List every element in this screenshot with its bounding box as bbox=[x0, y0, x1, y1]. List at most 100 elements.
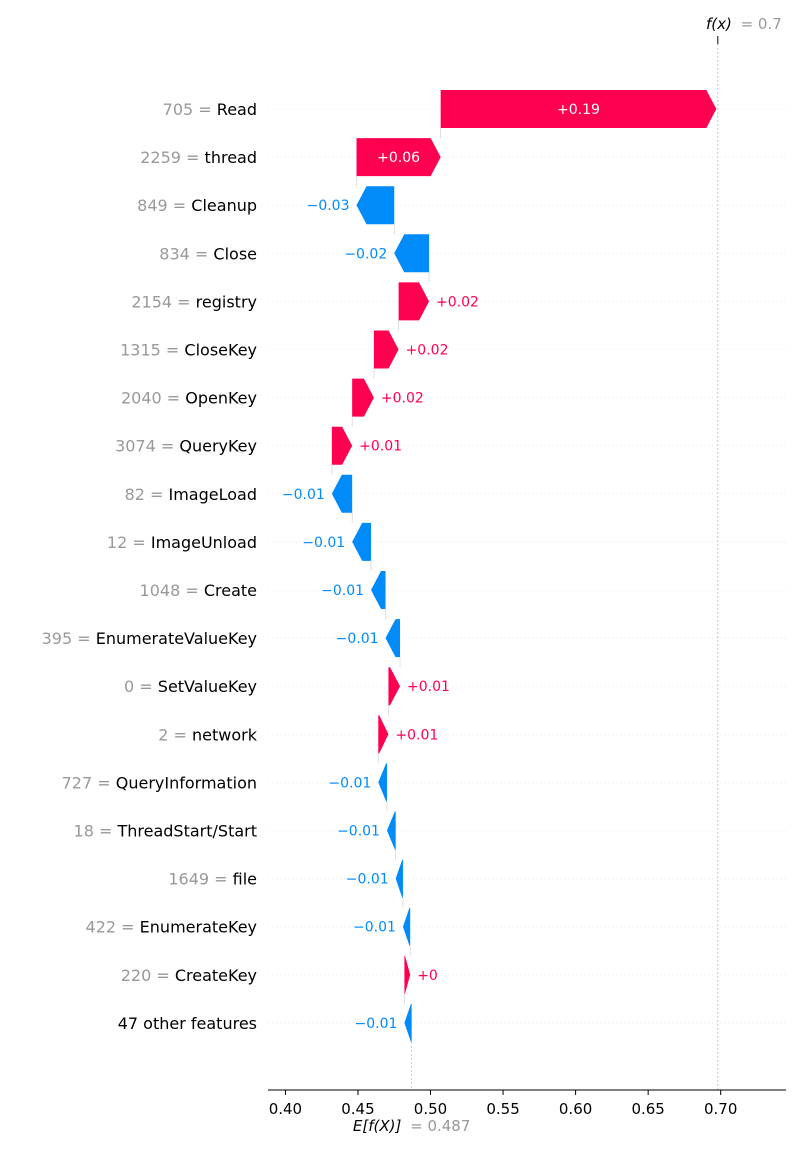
shap-bar bbox=[404, 1003, 412, 1042]
shap-value-label: +0.06 bbox=[377, 150, 420, 166]
shap-bar bbox=[373, 330, 399, 369]
feature-value: 0 = bbox=[124, 677, 158, 696]
feature-name: ImageLoad bbox=[169, 485, 258, 504]
feature-value: 849 = bbox=[137, 196, 191, 215]
x-axis: 0.40 0.45 0.50 0.55 0.60 0.65 0.70 bbox=[268, 1089, 786, 1118]
feature-value: 395 = bbox=[42, 629, 96, 648]
feature-value: 18 = bbox=[74, 822, 118, 841]
shap-bar bbox=[331, 426, 353, 465]
shap-bar bbox=[388, 667, 401, 706]
feature-label: 3074 = QueryKey bbox=[115, 437, 257, 456]
feature-value: 1649 = bbox=[168, 870, 232, 889]
x-tick-label: 0.65 bbox=[631, 1100, 664, 1118]
shap-bar bbox=[352, 522, 372, 561]
feature-name: CreateKey bbox=[175, 966, 257, 985]
feature-name: Create bbox=[204, 581, 257, 600]
feature-label: 220 = CreateKey bbox=[121, 966, 257, 985]
feature-name: SetValueKey bbox=[158, 677, 257, 696]
feature-name: EnumerateKey bbox=[140, 918, 257, 937]
x-tick-label: 0.50 bbox=[414, 1100, 447, 1118]
feature-label: 82 = ImageLoad bbox=[125, 485, 257, 504]
feature-name: 47 other features bbox=[118, 1014, 257, 1033]
bars bbox=[331, 90, 717, 1042]
feature-label: 422 = EnumerateKey bbox=[86, 918, 257, 937]
feature-value: 82 = bbox=[125, 485, 169, 504]
x-tick-label: 0.40 bbox=[269, 1100, 302, 1118]
shap-bar bbox=[371, 571, 386, 609]
feature-value: 834 = bbox=[159, 244, 213, 263]
shap-value-label: +0.01 bbox=[359, 439, 402, 455]
shap-value-label: +0.19 bbox=[557, 102, 600, 118]
feature-name: file bbox=[233, 870, 257, 889]
feature-label: 12 = ImageUnload bbox=[107, 533, 257, 552]
shap-value-label: −0.01 bbox=[346, 872, 389, 888]
feature-label: 834 = Close bbox=[159, 244, 257, 263]
base-symbol: E[f(X)] bbox=[353, 1117, 402, 1135]
x-tick-label: 0.60 bbox=[559, 1100, 592, 1118]
feature-label: 1649 = file bbox=[168, 870, 257, 889]
shap-value-label: −0.01 bbox=[302, 535, 345, 551]
shap-bar bbox=[395, 859, 403, 898]
feature-name: ImageUnload bbox=[151, 533, 257, 552]
x-tick-label: 0.70 bbox=[704, 1100, 737, 1118]
shap-bar bbox=[378, 715, 389, 754]
shap-bar bbox=[352, 378, 374, 417]
feature-label: 705 = Read bbox=[163, 100, 257, 119]
base-annotation: E[f(X)] = 0.487 bbox=[353, 1117, 471, 1135]
feature-name: CloseKey bbox=[184, 341, 257, 360]
feature-label: 2040 = OpenKey bbox=[121, 389, 257, 408]
feature-value: 2040 = bbox=[121, 389, 185, 408]
feature-label: 727 = QueryInformation bbox=[62, 773, 257, 792]
shap-bar bbox=[440, 90, 717, 128]
feature-name: OpenKey bbox=[185, 389, 257, 408]
fx-label: f(x) = 0.7 bbox=[706, 15, 782, 33]
feature-label: 1048 = Create bbox=[140, 581, 257, 600]
fx-symbol: f(x) bbox=[706, 15, 732, 33]
feature-value: 2 = bbox=[158, 725, 192, 744]
shap-bar bbox=[378, 763, 387, 802]
feature-value: 705 = bbox=[163, 100, 217, 119]
shap-value-label: +0.02 bbox=[406, 343, 449, 359]
shap-bar bbox=[331, 474, 353, 513]
shap-value-label: −0.02 bbox=[344, 246, 387, 262]
shap-bar bbox=[394, 234, 430, 273]
feature-name: registry bbox=[196, 292, 257, 311]
feature-label: 2 = network bbox=[158, 725, 257, 744]
feature-label: 2154 = registry bbox=[131, 292, 257, 311]
feature-label: 849 = Cleanup bbox=[137, 196, 257, 215]
shap-value-label: −0.01 bbox=[336, 631, 379, 647]
reference-lines bbox=[331, 36, 719, 1090]
feature-name: EnumerateValueKey bbox=[96, 629, 257, 648]
feature-name: Cleanup bbox=[191, 196, 257, 215]
fx-value: = 0.7 bbox=[741, 15, 782, 33]
x-tick-label: 0.45 bbox=[341, 1100, 374, 1118]
feature-name: thread bbox=[205, 148, 257, 167]
feature-label: 47 other features bbox=[118, 1014, 257, 1033]
feature-label: 395 = EnumerateValueKey bbox=[42, 629, 257, 648]
feature-value: 220 = bbox=[121, 966, 175, 985]
shap-value-label: +0.01 bbox=[407, 679, 450, 695]
base-label: E[f(X)] = 0.487 bbox=[353, 1117, 471, 1135]
shap-value-label: +0.01 bbox=[395, 727, 438, 743]
feature-name: network bbox=[192, 725, 258, 744]
feature-value: 1048 = bbox=[140, 581, 204, 600]
shap-bar bbox=[402, 907, 411, 946]
shap-bar bbox=[356, 138, 441, 177]
shap-value-label: −0.03 bbox=[307, 198, 350, 214]
feature-value: 1315 = bbox=[120, 341, 184, 360]
feature-name: QueryInformation bbox=[116, 773, 257, 792]
shap-value-label: −0.01 bbox=[328, 775, 371, 791]
feature-label: 2259 = thread bbox=[140, 148, 257, 167]
shap-bar bbox=[386, 811, 396, 850]
feature-name: Read bbox=[217, 100, 257, 119]
shap-value-label: −0.01 bbox=[353, 920, 396, 936]
shap-bar bbox=[404, 955, 411, 994]
shap-value-label: −0.01 bbox=[282, 487, 325, 503]
feature-name: Close bbox=[213, 244, 257, 263]
feature-value: 3074 = bbox=[115, 437, 179, 456]
shap-value-label: −0.01 bbox=[337, 824, 380, 840]
shap-value-label: +0.02 bbox=[381, 391, 424, 407]
shap-bar bbox=[356, 186, 395, 225]
feature-label: 1315 = CloseKey bbox=[120, 341, 257, 360]
